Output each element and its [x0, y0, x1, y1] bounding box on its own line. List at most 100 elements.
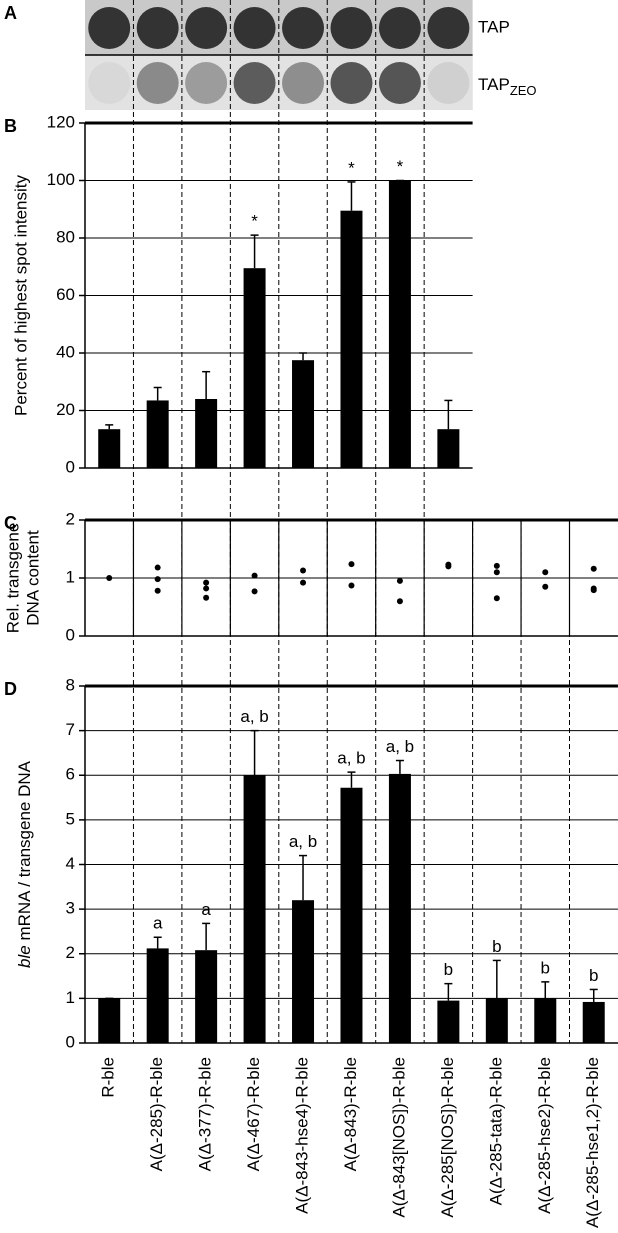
annotation: a	[201, 900, 211, 919]
y-tick-label: 20	[56, 400, 75, 419]
x-tick-label: R-ble	[99, 1057, 118, 1098]
bar	[534, 998, 557, 1043]
dot	[203, 594, 210, 601]
y-tick-label: 80	[56, 227, 75, 246]
spot	[330, 62, 373, 104]
dot	[493, 562, 500, 569]
y-tick-label: 5	[66, 809, 75, 828]
bar	[340, 787, 363, 1043]
dot	[396, 598, 403, 605]
annotation: a, b	[240, 707, 268, 726]
annotation: b	[444, 960, 453, 979]
annotation: b	[541, 958, 550, 977]
spot	[427, 7, 470, 49]
y-tick-label: 120	[47, 112, 75, 131]
bar	[582, 1001, 605, 1043]
annotation: a, b	[337, 749, 365, 768]
bar	[243, 775, 266, 1043]
dot	[348, 582, 355, 589]
bar	[485, 998, 508, 1043]
y-axis-label-text: mRNA / transgene DNA	[15, 760, 34, 940]
dot	[590, 587, 597, 594]
bar	[195, 950, 218, 1043]
y-tick-label: 7	[66, 720, 75, 739]
y-tick-label: 2	[66, 509, 75, 528]
panel-label: B	[4, 116, 17, 136]
annotation: b	[589, 966, 598, 985]
dot	[251, 588, 258, 595]
spot	[136, 7, 179, 49]
dot	[493, 569, 500, 576]
spot	[378, 7, 421, 49]
dot	[300, 567, 307, 574]
dot	[396, 577, 403, 584]
panel-label: D	[4, 679, 17, 699]
annotation: a	[153, 914, 163, 933]
dot	[154, 564, 161, 571]
bar	[388, 180, 411, 468]
y-axis-label-italic: ble	[15, 945, 34, 968]
spot	[233, 7, 276, 49]
annotation: *	[397, 157, 404, 176]
y-tick-label: 60	[56, 285, 75, 304]
x-tick-label: A(Δ-843-hse4)-R-ble	[293, 1057, 312, 1214]
y-axis-label: Percent of highest spot intensity	[11, 175, 30, 416]
y-tick-label: 1	[66, 988, 75, 1007]
x-tick-label: A(Δ-467)-R-ble	[244, 1057, 263, 1171]
dot	[542, 583, 549, 590]
bar	[146, 948, 169, 1043]
annotation: *	[348, 158, 355, 177]
y-tick-label: 100	[47, 170, 75, 189]
dot	[154, 587, 161, 594]
spot	[282, 7, 325, 49]
spot	[185, 7, 228, 49]
bar	[195, 399, 218, 468]
row-label-text: TAP	[478, 75, 510, 94]
y-tick-label: 6	[66, 765, 75, 784]
annotation: *	[251, 212, 258, 231]
bar	[340, 210, 363, 468]
dot	[203, 579, 210, 586]
dot	[300, 579, 307, 586]
y-tick-label: 1	[66, 567, 75, 586]
bar	[146, 400, 169, 468]
bar	[98, 998, 121, 1043]
row-label-subscript: ZEO	[510, 83, 537, 98]
dot	[445, 563, 452, 570]
bar	[437, 1000, 460, 1043]
spot	[185, 62, 228, 104]
y-tick-label: 0	[66, 1032, 75, 1051]
y-axis-label: Rel. transgene	[3, 523, 22, 634]
dot	[493, 595, 500, 602]
x-tick-label: A(Δ-285[NOS])-R-ble	[438, 1057, 457, 1218]
dot	[348, 561, 355, 568]
annotation: b	[492, 937, 501, 956]
x-tick-label: A(Δ-285-tata)-R-ble	[486, 1057, 505, 1205]
bar	[437, 429, 460, 468]
y-tick-label: 0	[66, 625, 75, 644]
spot	[427, 62, 470, 104]
spot	[233, 62, 276, 104]
bar	[243, 268, 266, 468]
x-tick-label: A(Δ-843)-R-ble	[341, 1057, 360, 1171]
y-tick-label: 8	[66, 675, 75, 694]
y-axis-label: ble mRNA / transgene DNA	[15, 760, 34, 968]
spot	[88, 62, 131, 104]
y-tick-label: 3	[66, 899, 75, 918]
bar	[388, 773, 411, 1043]
dot	[154, 576, 161, 583]
spot	[378, 62, 421, 104]
y-axis-label: DNA content	[23, 530, 42, 626]
spot	[282, 62, 325, 104]
x-tick-label: A(Δ-285-hse2)-R-ble	[535, 1057, 554, 1214]
dot	[106, 575, 113, 581]
dot	[203, 585, 210, 592]
y-tick-label: 0	[66, 457, 75, 476]
bar	[292, 360, 315, 468]
y-tick-label: 4	[66, 854, 75, 873]
y-tick-label: 40	[56, 342, 75, 361]
panel-label: C	[4, 513, 17, 533]
x-tick-label: A(Δ-843[NOS])-R-ble	[389, 1057, 408, 1218]
dot	[251, 572, 258, 579]
